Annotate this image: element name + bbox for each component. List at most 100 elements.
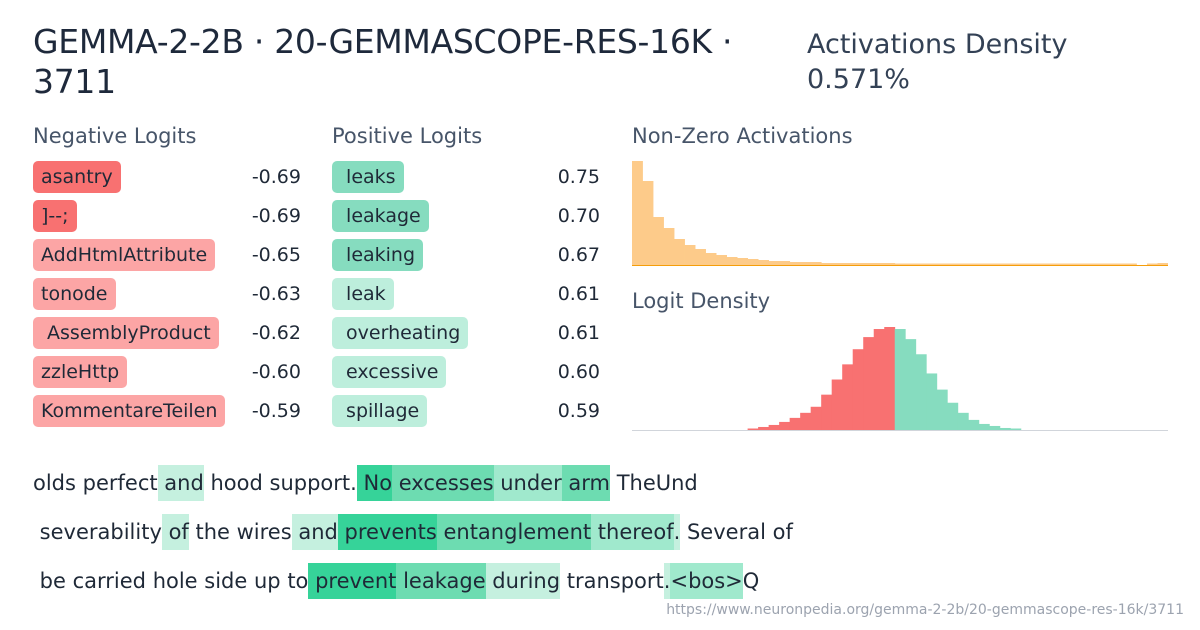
negative-logit-token: AddHtmlAttribute — [33, 239, 216, 271]
histogram-bar — [863, 337, 875, 430]
histogram-bar — [768, 261, 780, 265]
histogram-bar — [758, 260, 770, 265]
activation-text-line: severability of the wires and prevents e… — [33, 514, 793, 550]
negative-logit-value: -0.65 — [251, 244, 301, 266]
activation-token: severability — [33, 520, 162, 544]
positive-logit-row: excessive 0.60 — [332, 356, 600, 388]
negative-logit-row: KommentareTeilen -0.59 — [33, 395, 301, 427]
positive-logit-value: 0.61 — [557, 322, 600, 344]
activation-token: carried — [65, 569, 147, 593]
histogram-bar — [999, 263, 1011, 265]
histogram-bar — [1157, 263, 1168, 265]
positive-logit-token: excessive — [332, 356, 447, 388]
histogram-bar — [632, 161, 643, 265]
activation-token: prevents — [337, 514, 437, 550]
histogram-bar — [978, 263, 990, 265]
positive-logit-row: leakage 0.70 — [332, 200, 600, 232]
histogram-bar — [873, 329, 885, 430]
negative-logit-token: AssemblyProduct — [33, 317, 219, 349]
histogram-bar — [842, 364, 854, 430]
histogram-bar — [1115, 263, 1127, 265]
histogram-bar — [800, 262, 812, 265]
histogram-bar — [1062, 263, 1074, 265]
negative-logit-row: asantry -0.69 — [33, 161, 301, 193]
activation-token: No — [356, 465, 393, 501]
negative-logit-value: -0.62 — [251, 322, 301, 344]
histogram-bar — [873, 263, 885, 265]
negative-logit-row: AddHtmlAttribute -0.65 — [33, 239, 301, 271]
histogram-bar — [1041, 263, 1053, 265]
histogram-bar — [831, 263, 843, 265]
histogram-bar — [768, 424, 780, 430]
activation-token: arm — [561, 465, 611, 501]
histogram-bar — [978, 423, 990, 430]
positive-logit-row: leak 0.61 — [332, 278, 600, 310]
histogram-bar — [968, 263, 980, 265]
histogram-bar — [989, 263, 1001, 265]
activation-token: and — [157, 465, 204, 501]
histogram-bar — [726, 257, 738, 265]
positive-logit-token: leaks — [332, 161, 404, 193]
activation-token: of — [161, 514, 189, 550]
histogram-bar — [800, 412, 812, 430]
histogram-bar — [684, 245, 696, 265]
histogram-bar — [1104, 263, 1116, 265]
activation-text-line: be carried hole side up to prevent leaka… — [33, 563, 759, 599]
negative-logit-value: -0.69 — [251, 166, 301, 188]
histogram-bar — [1125, 263, 1137, 265]
positive-logit-token: leaking — [332, 239, 424, 271]
histogram-bar — [716, 255, 727, 265]
histogram-bar — [747, 428, 759, 430]
histogram-bar — [1010, 428, 1022, 430]
activation-token: excesses — [392, 465, 494, 501]
histogram-bar — [884, 327, 896, 430]
positive-logit-row: leaks 0.75 — [332, 161, 600, 193]
activation-token: leakage — [396, 563, 486, 599]
histogram-bar — [789, 417, 801, 430]
negative-logit-row: tonode -0.63 — [33, 278, 301, 310]
histogram-bar — [810, 406, 822, 430]
negative-logit-value: -0.63 — [251, 283, 301, 305]
activation-token: be — [33, 569, 66, 593]
histogram-bar — [957, 412, 969, 430]
histogram-bar — [968, 419, 980, 430]
activation-text-line: olds perfect and hood support. No excess… — [33, 465, 698, 501]
histogram-bar — [936, 263, 948, 265]
activation-token: Several — [680, 520, 766, 544]
positive-logit-value: 0.61 — [557, 283, 600, 305]
histogram-bar — [894, 263, 906, 265]
histogram-bar — [957, 263, 969, 265]
negative-logit-value: -0.59 — [251, 400, 301, 422]
negative-logit-row: AssemblyProduct -0.62 — [33, 317, 301, 349]
histogram-bar — [926, 373, 938, 430]
activation-token: . — [350, 471, 357, 495]
histogram-bar — [852, 263, 864, 265]
activation-token: up — [247, 569, 281, 593]
histogram-bar — [884, 263, 896, 265]
activation-token: the — [188, 520, 230, 544]
activation-token: olds — [33, 471, 76, 495]
activation-token: and — [291, 514, 338, 550]
histogram-bar — [1083, 263, 1095, 265]
histogram-bar — [695, 249, 706, 265]
histogram-bar — [863, 263, 875, 265]
histogram-bar — [852, 349, 864, 430]
histogram-bar — [1031, 263, 1043, 265]
positive-logit-token: leak — [332, 278, 394, 310]
activation-token: side — [197, 569, 248, 593]
positive-logit-row: leaking 0.67 — [332, 239, 600, 271]
activation-token: wires — [229, 520, 292, 544]
activations-density-value: 0.571% — [807, 64, 910, 95]
logit-density-heading: Logit Density — [632, 289, 771, 313]
histogram-bar — [999, 427, 1011, 430]
histogram-bar — [947, 263, 959, 265]
positive-logit-token: overheating — [332, 317, 469, 349]
activation-token: thereof — [591, 514, 674, 550]
histogram-bar — [894, 329, 906, 430]
histogram-bar — [1146, 263, 1158, 265]
activation-token: support — [262, 471, 351, 495]
page-title: GEMMA-2-2B · 20-GEMMASCOPE-RES-16K · 371… — [33, 22, 733, 101]
histogram-bar — [905, 263, 917, 265]
source-url[interactable]: https://www.neuronpedia.org/gemma-2-2b/2… — [666, 602, 1184, 618]
negative-logit-token: asantry — [33, 161, 121, 193]
